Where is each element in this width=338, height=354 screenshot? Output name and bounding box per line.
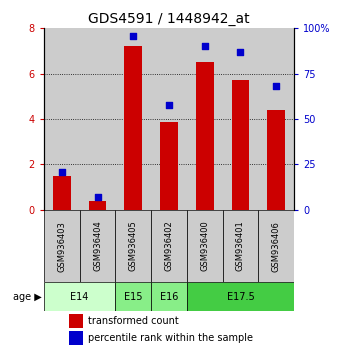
Bar bbox=[258, 210, 294, 282]
Text: GSM936402: GSM936402 bbox=[165, 221, 173, 272]
Point bbox=[202, 44, 208, 49]
Bar bbox=[187, 282, 294, 310]
Bar bbox=[69, 314, 83, 328]
Bar bbox=[44, 210, 80, 282]
Bar bbox=[151, 210, 187, 282]
Text: age ▶: age ▶ bbox=[14, 291, 42, 302]
Text: GSM936406: GSM936406 bbox=[272, 221, 281, 272]
Title: GDS4591 / 1448942_at: GDS4591 / 1448942_at bbox=[88, 12, 250, 26]
Bar bbox=[115, 210, 151, 282]
Bar bbox=[115, 28, 151, 210]
Text: GSM936401: GSM936401 bbox=[236, 221, 245, 272]
Text: E17.5: E17.5 bbox=[226, 291, 254, 302]
Text: GSM936404: GSM936404 bbox=[93, 221, 102, 272]
Text: transformed count: transformed count bbox=[88, 316, 178, 326]
Bar bbox=[53, 176, 71, 210]
Point bbox=[238, 49, 243, 55]
Point bbox=[273, 84, 279, 89]
Bar bbox=[160, 122, 178, 210]
Bar bbox=[124, 46, 142, 210]
Bar bbox=[89, 201, 106, 210]
Text: GSM936400: GSM936400 bbox=[200, 221, 209, 272]
Bar bbox=[80, 28, 115, 210]
Bar bbox=[187, 210, 223, 282]
Point bbox=[166, 102, 172, 107]
Bar bbox=[44, 282, 115, 310]
Bar bbox=[69, 331, 83, 345]
Bar bbox=[223, 28, 258, 210]
Point bbox=[95, 194, 100, 200]
Bar bbox=[151, 28, 187, 210]
Text: E15: E15 bbox=[124, 291, 143, 302]
Point bbox=[59, 169, 65, 175]
Text: E14: E14 bbox=[71, 291, 89, 302]
Bar bbox=[115, 282, 151, 310]
Text: percentile rank within the sample: percentile rank within the sample bbox=[88, 333, 253, 343]
Bar bbox=[80, 210, 115, 282]
Bar bbox=[151, 282, 187, 310]
Bar bbox=[44, 28, 80, 210]
Text: E16: E16 bbox=[160, 291, 178, 302]
Point bbox=[130, 33, 136, 39]
Bar bbox=[223, 210, 258, 282]
Text: GSM936405: GSM936405 bbox=[129, 221, 138, 272]
Bar bbox=[232, 80, 249, 210]
Bar bbox=[267, 110, 285, 210]
Bar bbox=[196, 62, 214, 210]
Bar bbox=[258, 28, 294, 210]
Bar bbox=[187, 28, 223, 210]
Text: GSM936403: GSM936403 bbox=[57, 221, 66, 272]
